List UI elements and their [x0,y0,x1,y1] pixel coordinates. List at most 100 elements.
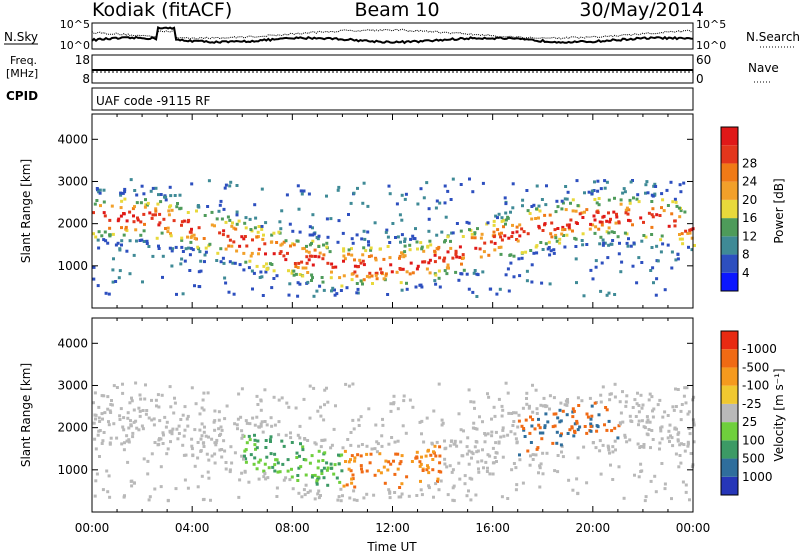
range-cell [597,227,601,231]
range-cell [100,234,104,238]
range-cell [356,186,359,190]
range-cell [133,205,136,209]
range-cell [265,262,268,266]
range-cell [415,240,419,244]
range-cell [166,230,170,234]
range-cell [204,246,208,250]
range-cell [437,269,441,273]
range-cell [517,419,521,423]
range-cell [655,277,659,281]
range-cell [228,468,232,472]
range-cell [95,199,99,202]
range-cell [511,424,515,427]
range-cell [637,256,641,260]
range-cell [202,391,206,395]
range-cell [253,443,257,447]
range-cell [122,212,126,216]
range-cell [537,471,540,475]
range-cell [242,457,245,461]
range-cell [665,188,669,192]
range-cell [449,198,453,201]
range-cell [337,453,340,457]
range-cell [159,193,163,196]
station-title: Kodiak (fitACF) [92,0,232,21]
range-cell [224,467,228,471]
range-cell [122,416,126,420]
range-cell [678,233,681,236]
range-cell [168,429,172,433]
range-cell [561,455,565,459]
range-cell [661,198,665,202]
range-cell [682,394,686,398]
range-cell [613,382,617,386]
range-cell [223,449,227,453]
range-cell [629,244,633,248]
range-cell [233,422,237,426]
range-cell [468,228,471,232]
range-cell [306,280,310,284]
range-cell [517,257,521,261]
range-cell [634,415,638,418]
range-cell [642,220,645,224]
range-cell [277,398,281,402]
range-cell [367,243,371,247]
range-cell [386,468,390,472]
range-cell [420,455,423,459]
range-cell [654,293,658,297]
range-cell [688,498,691,502]
range-cell [219,260,223,264]
range-cell [355,291,359,295]
range-cell [181,413,185,417]
range-cell [154,209,158,213]
range-cell [457,461,461,465]
range-cell [509,261,513,265]
range-cell [680,237,684,241]
range-cell [485,470,489,473]
range-cell [639,470,643,473]
range-cell [543,213,547,217]
velocity-data [92,381,696,503]
range-cell [236,417,240,421]
range-cell [399,495,403,499]
range-cell [567,225,571,229]
range-cell [573,431,577,434]
range-cell [342,254,346,258]
range-cell [589,425,593,428]
range-cell [679,209,683,213]
range-cell [654,185,658,188]
range-cell [359,454,363,458]
cpid-label: CPID [6,89,38,103]
colorbar-swatch [721,199,738,219]
range-cell [411,405,415,409]
range-cell [684,490,688,494]
range-cell [552,396,556,400]
range-cell [131,431,135,435]
range-cell [589,417,593,421]
range-cell [425,416,429,420]
range-cell [405,281,408,285]
range-cell [423,260,427,264]
range-cell [578,425,582,429]
range-cell [326,466,330,470]
range-cell [123,197,127,201]
colorbar-swatch [721,236,738,255]
range-cell [394,452,398,456]
range-cell [558,237,562,241]
range-cell [395,202,399,206]
range-cell [167,213,171,217]
range-cell [471,290,475,294]
range-cell [670,497,673,501]
range-cell [625,232,629,236]
range-cell [301,266,305,270]
range-cell [112,257,115,261]
range-cell [382,465,386,469]
range-cell [189,240,193,244]
range-cell [572,434,576,438]
range-cell [403,244,407,248]
range-cell [686,444,690,448]
range-cell [435,440,439,444]
range-cell [493,248,497,252]
range-cell [510,235,514,238]
range-cell [349,443,353,447]
range-cell [250,251,254,255]
